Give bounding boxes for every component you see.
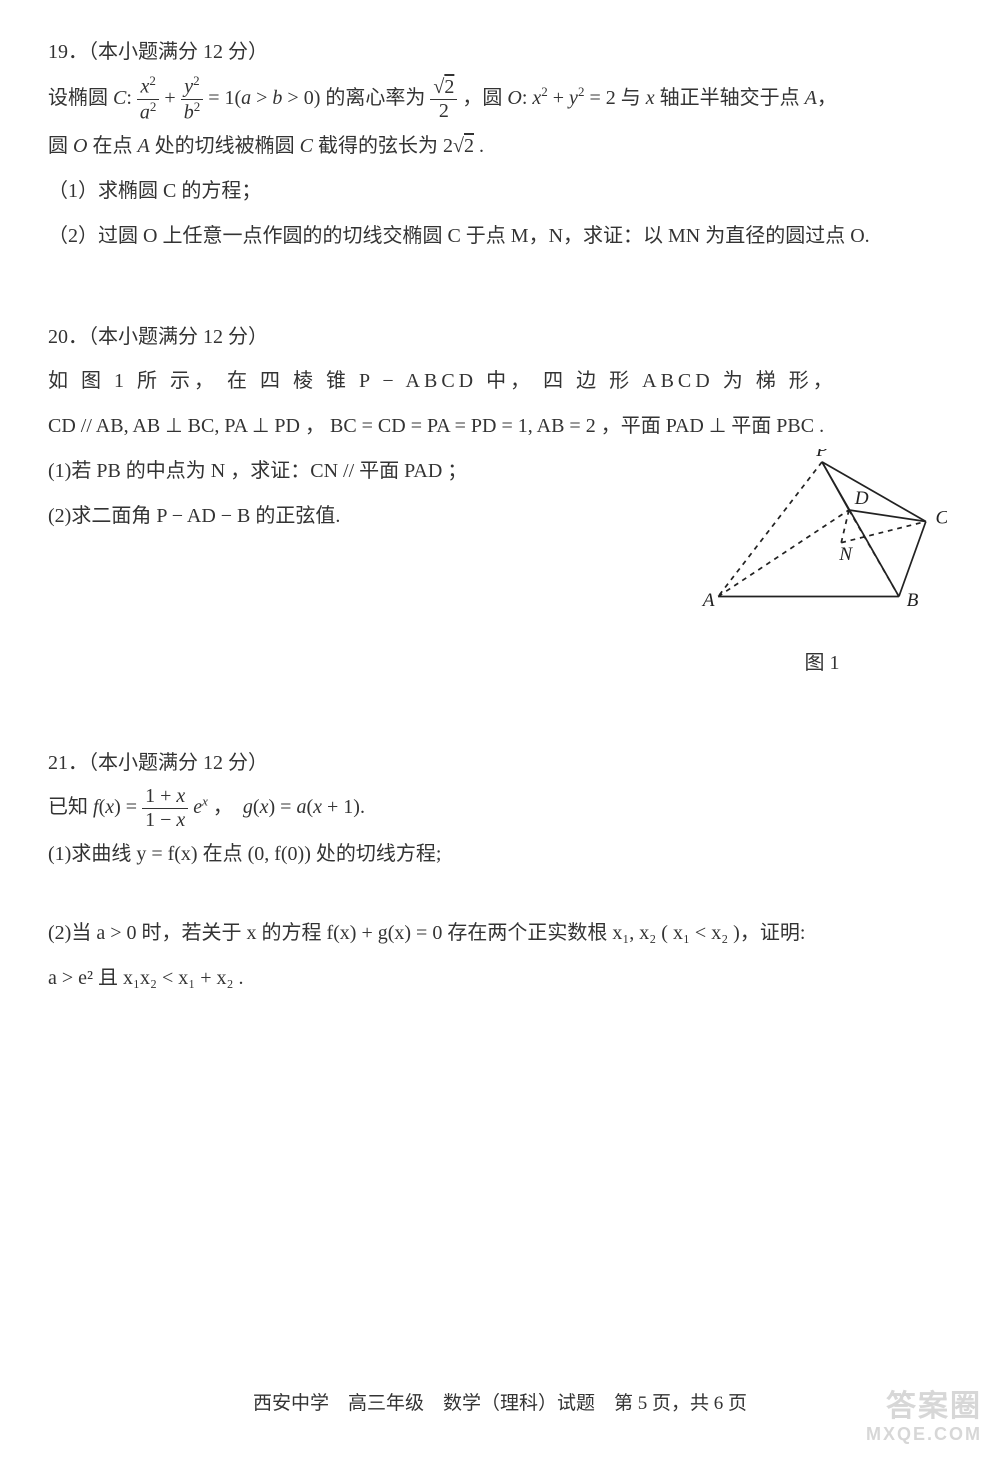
q19-line1: 设椭圆 C: x2 a2 + y2 b2 = 1(a > b > 0) 的离心率…: [48, 74, 952, 124]
svg-text:C: C: [935, 508, 947, 529]
q20-sub1: (1)若 PB 的中点为 N ，求证：CN // 平面 PAD ；: [48, 449, 682, 494]
q21-sub2b: a > e² 且 x₁x₂ < x₁ + x₂ .: [48, 956, 952, 1001]
q21-line1: 已知 f(x) = 1 + x 1 − x ex ， g(x) = a(x + …: [48, 785, 952, 832]
frac-x2-a2: x2 a2: [137, 74, 160, 124]
q19-l1-b: 的离心率为: [325, 87, 425, 109]
q21-header: 21．（本小题满分 12 分）: [48, 741, 952, 785]
q19-sub1: （1）求椭圆 C 的方程；: [48, 169, 952, 214]
q19-l1-c: ，圆: [462, 87, 502, 109]
q19-l2-c: 处的切线被椭圆: [155, 135, 295, 157]
q19-l2-a: 圆: [48, 135, 68, 157]
q21-l1-a: 已知: [48, 796, 88, 818]
q19-l1-d: 与: [621, 87, 641, 109]
q19-l2-d: 截得的弦长为: [318, 135, 438, 157]
q20-figure: P A B C D N 图 1: [692, 449, 952, 685]
fig1-caption: 图 1: [692, 641, 952, 685]
q19-l1-a: 设椭圆: [48, 87, 108, 109]
circle-O: O: [507, 87, 521, 109]
pyramid-diagram: P A B C D N: [697, 449, 947, 619]
svg-text:P: P: [815, 449, 828, 461]
q19-l1-e: 轴正半轴交于点: [660, 87, 800, 109]
frac-y2-b2: y2 b2: [181, 74, 204, 124]
q19-sub2: （2）过圆 O 上任意一点作圆的的切线交椭圆 C 于点 M，N，求证：以 MN …: [48, 214, 952, 259]
q20-header: 20．（本小题满分 12 分）: [48, 315, 952, 359]
exam-page: 19．（本小题满分 12 分） 设椭圆 C: x2 a2 + y2 b2 = 1…: [0, 0, 1000, 1463]
ellipse-C: C: [113, 87, 126, 109]
q20-line2: CD // AB, AB ⊥ BC, PA ⊥ PD ， BC = CD = P…: [48, 404, 952, 449]
frac-fx: 1 + x 1 − x: [142, 785, 188, 832]
q20-sub-and-figure: (1)若 PB 的中点为 N ，求证：CN // 平面 PAD ； (2)求二面…: [48, 449, 952, 685]
pt-A: A: [805, 87, 817, 109]
svg-text:N: N: [838, 544, 853, 565]
page-footer: 西安中学 高三年级 数学（理科）试题 第 5 页，共 6 页: [0, 1383, 1000, 1425]
var-x: x: [646, 87, 655, 109]
svg-text:D: D: [854, 489, 869, 510]
q21-sub1: (1)求曲线 y = f(x) 在点 (0, f(0)) 处的切线方程;: [48, 832, 952, 877]
frac-sqrt2-2: √2 2: [430, 76, 457, 123]
svg-text:B: B: [907, 590, 919, 611]
q19-header: 19．（本小题满分 12 分）: [48, 30, 952, 74]
svg-text:A: A: [701, 590, 715, 611]
watermark-bot: MXQE.COM: [866, 1424, 982, 1445]
q19-l2-b: 在点: [92, 135, 132, 157]
q20-line1: 如 图 1 所 示， 在 四 棱 锥 P − ABCD 中， 四 边 形 ABC…: [48, 359, 952, 404]
q20-sub2: (2)求二面角 P − AD − B 的正弦值.: [48, 494, 682, 539]
q21-l1-b: ，: [213, 796, 233, 818]
q21-sub2a: (2)当 a > 0 时，若关于 x 的方程 f(x) + g(x) = 0 存…: [48, 911, 952, 956]
q19-line2: 圆 O 在点 A 处的切线被椭圆 C 截得的弦长为 2√2 .: [48, 124, 952, 169]
